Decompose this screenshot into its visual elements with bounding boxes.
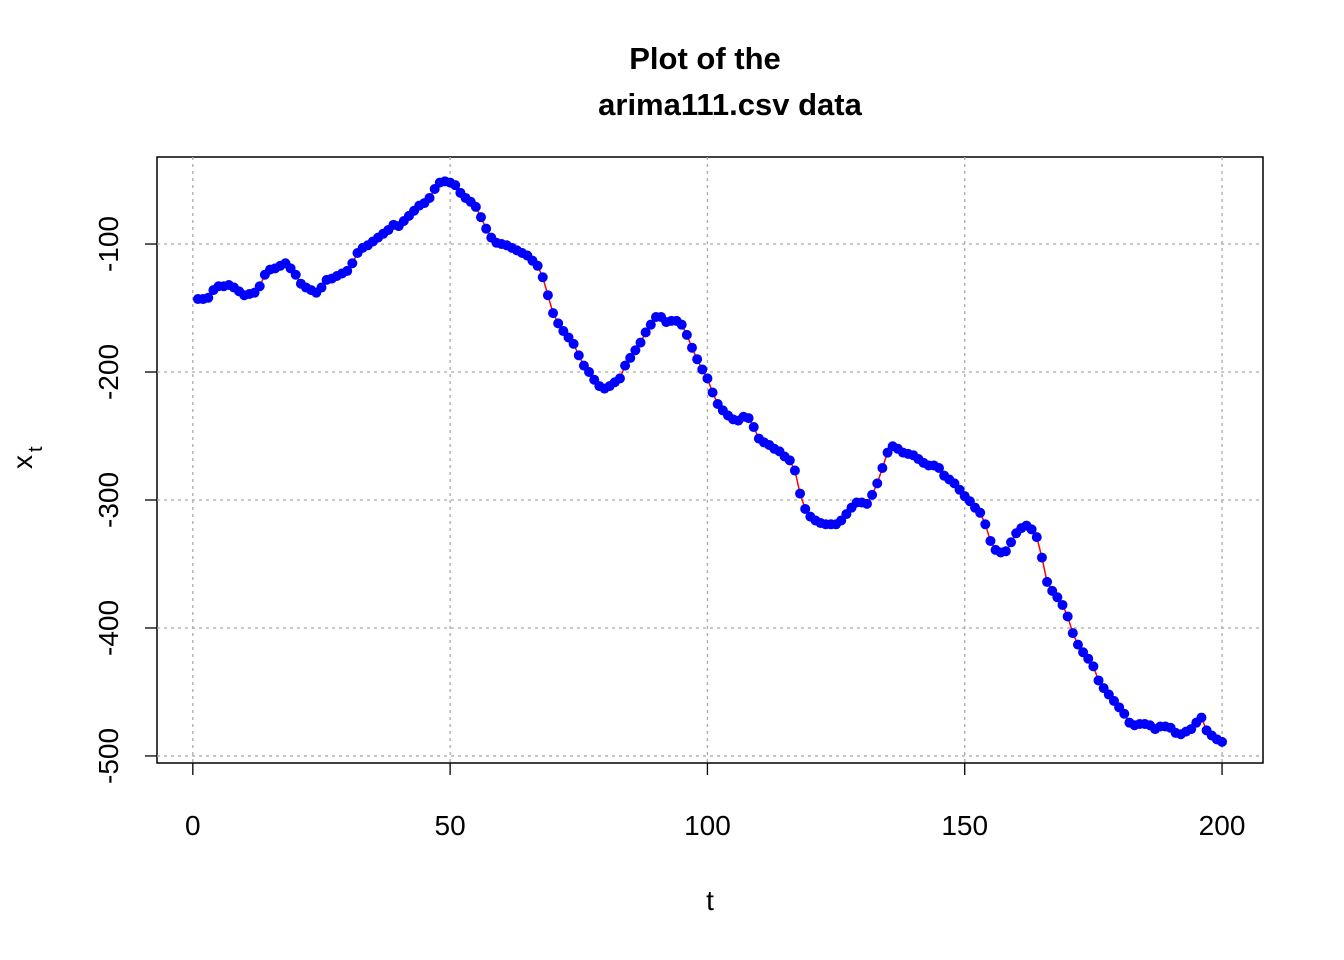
data-point (568, 338, 579, 349)
data-point (800, 503, 811, 514)
y-axis-label-group: x t (7, 446, 47, 469)
data-point (1196, 712, 1207, 723)
data-point (1088, 661, 1099, 672)
data-point (707, 387, 718, 398)
x-tick-label: 50 (435, 810, 466, 841)
data-point (290, 269, 301, 280)
data-point (985, 535, 996, 546)
plot-frame (156, 156, 1264, 764)
data-point (872, 478, 883, 489)
data-point (1062, 611, 1073, 622)
data-point (1052, 592, 1063, 603)
data-point (784, 455, 795, 466)
y-tick-label: -500 (93, 728, 124, 784)
data-point (630, 345, 641, 356)
data-point (795, 488, 806, 499)
data-point (1217, 736, 1228, 747)
data-point (789, 465, 800, 476)
data-point (1042, 576, 1053, 587)
data-point (553, 318, 564, 329)
data-point (1067, 628, 1078, 639)
data-point (686, 342, 697, 353)
x-tick-label: 0 (185, 810, 201, 841)
data-point (542, 290, 553, 301)
data-point (697, 364, 708, 375)
data-point (584, 367, 595, 378)
data-point (342, 265, 353, 276)
data-point (316, 282, 327, 293)
data-point (676, 319, 687, 330)
y-axis-label: x (7, 455, 38, 469)
x-tick-label: 150 (941, 810, 988, 841)
y-axis-label-subscript: t (25, 446, 47, 452)
data-point (548, 308, 559, 319)
y-tick-label: -400 (93, 600, 124, 656)
data-point (450, 180, 461, 191)
data-point (532, 260, 543, 271)
data-point (470, 201, 481, 212)
data-point (1006, 537, 1017, 548)
data-point (1093, 675, 1104, 686)
data-point (681, 329, 692, 340)
data-point (537, 272, 548, 283)
y-tick-label: -100 (93, 216, 124, 272)
data-point (475, 212, 486, 223)
data-point (614, 373, 625, 384)
data-point (254, 281, 265, 292)
data-point (1026, 524, 1037, 535)
x-tick-label: 200 (1199, 810, 1246, 841)
data-point (702, 373, 713, 384)
data-point (975, 507, 986, 518)
data-point (1083, 653, 1094, 664)
data-point (645, 319, 656, 330)
data-point (980, 519, 991, 530)
data-point (877, 462, 888, 473)
data-point (635, 337, 646, 348)
data-point (748, 422, 759, 433)
y-tick-label: -300 (93, 472, 124, 528)
chart-title: Plot of the (629, 41, 781, 76)
data-point (1031, 532, 1042, 543)
data-point (347, 258, 358, 269)
y-tick-label: -200 (93, 344, 124, 400)
x-tick-label: 100 (684, 810, 731, 841)
x-axis-label: t (706, 885, 714, 916)
data-point (1072, 639, 1083, 650)
data-point (203, 292, 214, 303)
data-point (1057, 599, 1068, 610)
data-point (1000, 546, 1011, 557)
data-point (620, 360, 631, 371)
data-point (1036, 552, 1047, 563)
data-point (481, 223, 492, 234)
data-point (625, 352, 636, 363)
chart-title: arima111.csv data (598, 87, 862, 122)
data-point (1119, 708, 1130, 719)
data-point (934, 462, 945, 473)
data-point (692, 354, 703, 365)
data-point (424, 192, 435, 203)
data-point (861, 498, 872, 509)
data-point (573, 350, 584, 361)
data-point (867, 489, 878, 500)
data-point (743, 413, 754, 424)
data-point (640, 327, 651, 338)
